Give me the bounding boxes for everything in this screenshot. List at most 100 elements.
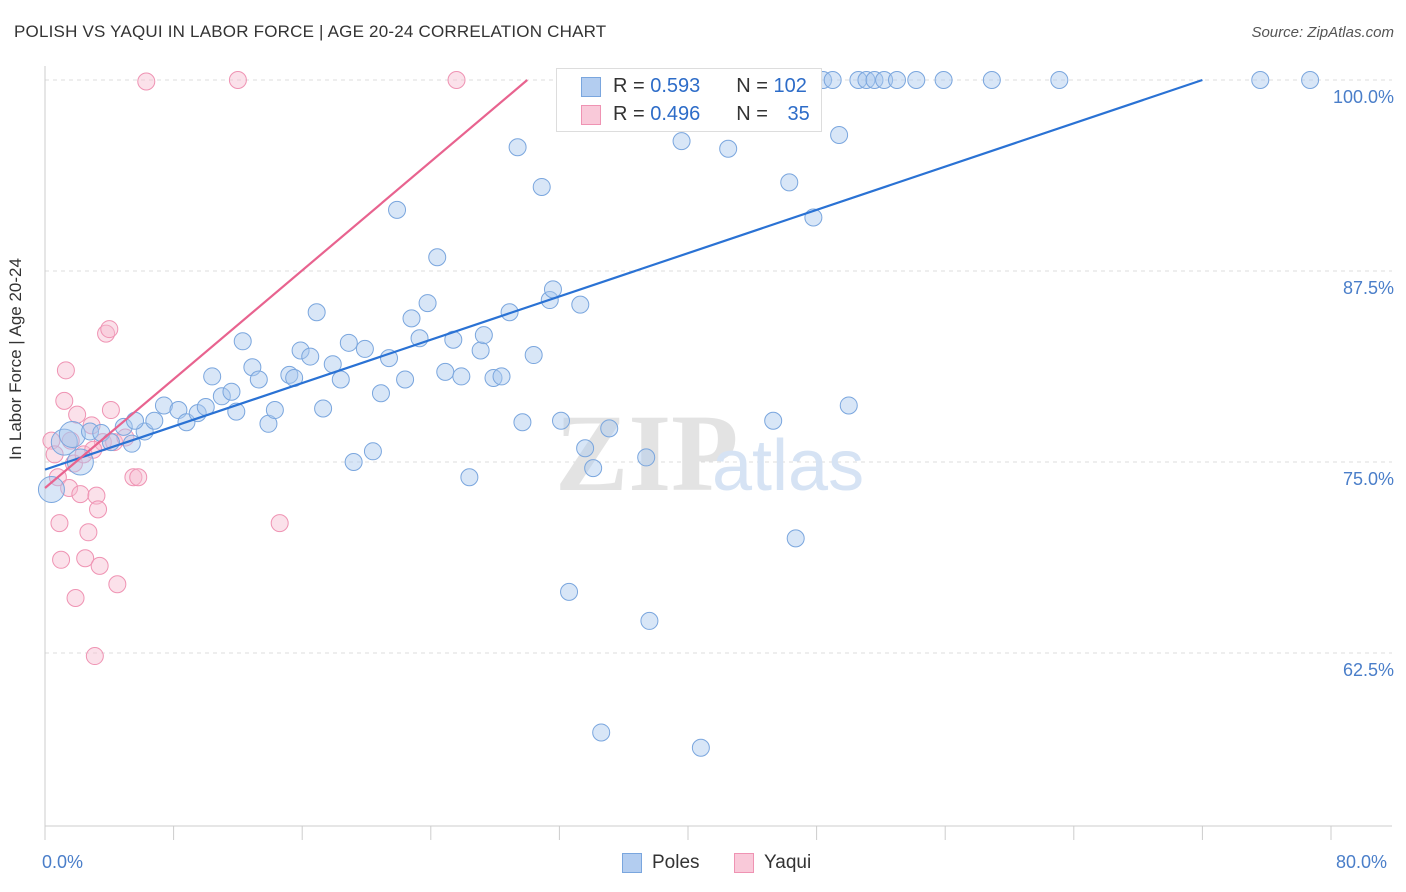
poles-point: [402, 309, 421, 328]
yaqui-n-value: 35: [787, 103, 810, 125]
poles-point: [396, 370, 415, 389]
poles-point: [830, 126, 849, 145]
poles-point: [37, 476, 65, 504]
source-credit: Source: ZipAtlas.com: [1251, 24, 1394, 41]
poles-point: [1251, 71, 1270, 89]
yaqui-point: [85, 647, 104, 666]
poles-point: [524, 346, 543, 365]
poles-point: [592, 723, 611, 742]
poles-point: [823, 71, 842, 89]
poles-point: [1301, 71, 1320, 89]
yaqui-point: [56, 361, 75, 380]
poles-point: [600, 419, 619, 438]
yaqui-legend-label: Yaqui: [764, 852, 812, 873]
poles-point: [460, 468, 479, 487]
poles-point: [839, 396, 858, 415]
yaqui-point: [45, 445, 64, 464]
yaqui-point: [100, 320, 119, 339]
poles-point: [291, 341, 310, 360]
poles-legend-swatch: [622, 853, 642, 873]
poles-point: [436, 362, 455, 381]
poles-point: [222, 382, 241, 401]
poles-point: [428, 248, 447, 267]
legend-row-poles: R = 0.593 N = 102: [581, 75, 807, 98]
yaqui-point: [60, 478, 79, 497]
poles-point: [513, 413, 532, 432]
poles-point: [280, 365, 299, 384]
yaqui-point: [129, 468, 148, 487]
poles-point: [474, 326, 493, 345]
watermark-atlas: atlas: [712, 426, 864, 506]
x-tick-max: 80.0%: [1336, 852, 1388, 872]
poles-point: [691, 738, 710, 757]
poles-point: [764, 411, 783, 430]
yaqui-point: [71, 485, 90, 504]
y-tick-62: 62.5%: [1342, 660, 1394, 680]
poles-point: [371, 384, 390, 403]
yaqui-point: [89, 500, 108, 519]
poles-point: [314, 399, 333, 418]
y-tick-75: 75.0%: [1342, 469, 1394, 489]
x-tick-min: 0.0%: [42, 852, 84, 872]
poles-point: [388, 200, 407, 219]
poles-point: [640, 611, 659, 630]
poles-point: [249, 370, 268, 389]
stats-legend: R = 0.593 N = 102 R = 0.496 N = 35: [556, 68, 822, 132]
gridlines: [45, 79, 1392, 654]
poles-point: [380, 349, 399, 368]
poles-point: [114, 417, 133, 436]
poles-point: [301, 347, 320, 366]
r-label: R =: [613, 103, 645, 125]
yaqui-point: [76, 549, 95, 568]
legend-poles[interactable]: Poles: [622, 852, 700, 874]
poles-point: [339, 333, 358, 352]
poles-point: [719, 139, 738, 158]
r-label: R =: [613, 75, 645, 97]
yaqui-point: [101, 401, 120, 420]
poles-trend-line: [44, 78, 1203, 471]
yaqui-legend-swatch: [734, 853, 754, 873]
poles-r-value: 0.593: [650, 75, 701, 97]
poles-point: [532, 177, 551, 196]
poles-point: [571, 295, 590, 314]
poles-point: [81, 422, 100, 441]
legend-row-yaqui: R = 0.496 N = 35: [581, 103, 810, 126]
poles-point: [982, 71, 1001, 89]
poles-point: [576, 439, 595, 458]
yaqui-point: [50, 514, 69, 533]
poles-point: [934, 71, 953, 89]
yaqui-point: [108, 575, 127, 594]
yaqui-point: [82, 416, 101, 435]
yaqui-point: [137, 72, 156, 91]
poles-point: [508, 138, 527, 157]
poles-swatch: [581, 76, 601, 97]
legend-yaqui[interactable]: Yaqui: [734, 852, 811, 874]
poles-points: [37, 71, 1320, 757]
poles-point: [560, 582, 579, 601]
yaqui-swatch: [581, 104, 601, 125]
poles-point: [344, 453, 363, 471]
poles-point: [50, 428, 78, 456]
poles-point: [363, 442, 382, 461]
poles-point: [492, 367, 511, 386]
yaqui-point: [87, 486, 106, 505]
yaqui-point: [90, 556, 109, 575]
yaqui-point: [68, 405, 87, 424]
yaqui-point: [447, 71, 466, 89]
yaqui-point: [270, 514, 289, 533]
watermark-zip: ZIP: [555, 392, 738, 514]
poles-point: [1050, 71, 1069, 89]
poles-point: [307, 303, 326, 322]
poles-point: [233, 332, 252, 351]
poles-legend-label: Poles: [652, 852, 700, 873]
poles-point: [265, 401, 284, 420]
y-tick-87: 87.5%: [1342, 278, 1394, 298]
poles-point: [126, 411, 145, 430]
chart-title: POLISH VS YAQUI IN LABOR FORCE | AGE 20-…: [14, 22, 607, 41]
poles-point: [543, 280, 562, 299]
n-label: N =: [736, 75, 768, 97]
poles-point: [780, 173, 799, 192]
y-tick-100: 100.0%: [1332, 87, 1394, 107]
poles-point: [58, 420, 86, 448]
yaqui-trend-line: [44, 79, 528, 489]
